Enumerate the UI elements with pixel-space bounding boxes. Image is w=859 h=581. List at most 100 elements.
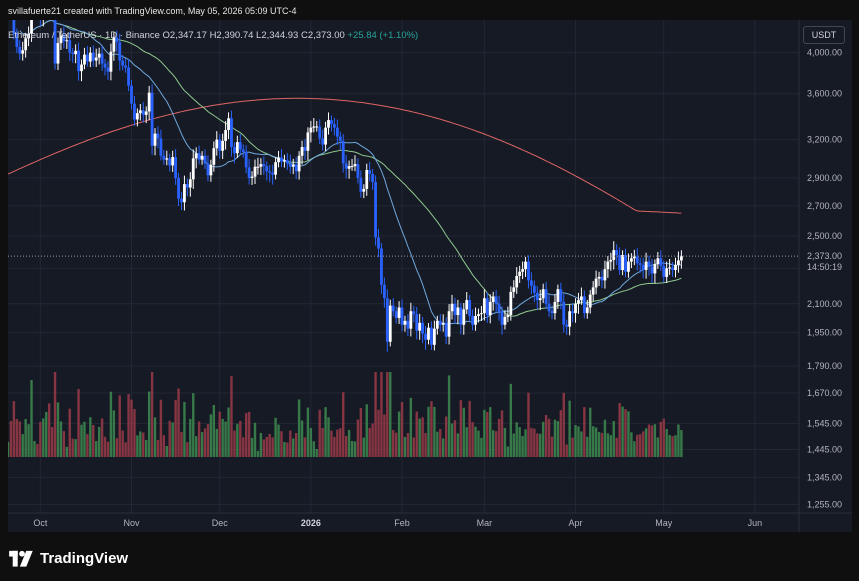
- y-tick-label: 1,790.00: [807, 361, 842, 371]
- candle-body: [77, 50, 80, 72]
- candle-body: [309, 127, 313, 133]
- candle-body: [547, 303, 551, 312]
- candle-body: [562, 301, 566, 325]
- candle-body: [197, 153, 201, 160]
- candle-body: [665, 268, 669, 277]
- candle-body: [641, 264, 645, 271]
- candle-body: [368, 170, 372, 174]
- candle-body: [453, 303, 457, 316]
- volume-bar: [618, 402, 621, 457]
- candle-body: [485, 298, 489, 316]
- candle-body: [80, 64, 83, 72]
- candle-body: [382, 284, 386, 299]
- candle-body: [321, 138, 325, 145]
- volume-bar: [53, 372, 57, 457]
- volume-bar: [286, 442, 289, 457]
- candle-body: [406, 320, 410, 329]
- candle-body: [71, 52, 75, 55]
- candle-body: [162, 155, 166, 160]
- x-tick-label: Jun: [748, 518, 763, 528]
- volume-bar: [653, 424, 657, 457]
- volume-bar: [124, 442, 127, 457]
- candle-body: [332, 124, 336, 128]
- candle-body: [494, 296, 498, 304]
- volume-bar: [109, 391, 113, 457]
- candle-body: [677, 260, 680, 265]
- candle-body: [285, 160, 289, 164]
- x-tick-label: May: [655, 518, 673, 528]
- volume-bar: [503, 427, 507, 457]
- volume-bar: [100, 418, 104, 457]
- volume-bar: [42, 418, 45, 457]
- candle-body: [621, 255, 624, 271]
- volume-bar: [583, 407, 586, 457]
- volume-bar: [577, 426, 580, 457]
- volume-bar: [424, 433, 427, 457]
- candle-body: [503, 316, 507, 325]
- candle-body: [535, 292, 539, 301]
- volume-bar: [471, 422, 474, 457]
- volume-bar: [633, 441, 636, 457]
- symbol-label[interactable]: Ethereum / TetherUS · 1D · Binance: [8, 30, 160, 41]
- volume-bar: [541, 421, 545, 457]
- candle-body: [27, 33, 30, 39]
- candle-body: [344, 163, 348, 169]
- volume-bar: [380, 372, 383, 457]
- candle-body: [165, 158, 169, 160]
- volume-bar: [486, 411, 489, 457]
- volume-bar: [8, 441, 10, 457]
- volume-bar: [468, 400, 471, 457]
- candle-body: [662, 265, 666, 277]
- candle-body: [318, 126, 322, 139]
- candle-body: [274, 162, 277, 175]
- candle-body: [444, 322, 448, 337]
- volume-bar: [362, 437, 366, 457]
- chart-legend: Ethereum / TetherUS · 1D · Binance O2,34…: [8, 30, 418, 41]
- candle-body: [650, 266, 654, 274]
- price-chart[interactable]: 4,000.00 3,600.00 3,200.00 2,900.00 2,700.00…: [8, 20, 852, 532]
- tradingview-logo-icon[interactable]: [8, 548, 36, 568]
- volume-bar: [556, 421, 560, 457]
- candle-body: [491, 296, 495, 302]
- volume-bar: [89, 417, 92, 457]
- candle-body: [235, 142, 239, 154]
- candle-body: [477, 314, 480, 317]
- candle-body: [565, 324, 569, 327]
- volume-bar: [512, 433, 515, 457]
- volume-bar: [183, 402, 186, 457]
- volume-bar: [650, 425, 654, 457]
- volume-bar: [365, 404, 368, 457]
- candle-body: [524, 261, 527, 270]
- change-value: +25.84 (+1.10%): [347, 30, 419, 41]
- candle-body: [544, 289, 548, 304]
- volume-bar: [271, 437, 274, 457]
- candle-body: [74, 50, 78, 55]
- candle-body: [91, 52, 95, 61]
- candle-body: [127, 67, 130, 86]
- candle-body: [377, 237, 380, 249]
- volume-bar: [586, 436, 589, 457]
- candle-body: [679, 256, 683, 261]
- volume-bar: [342, 392, 345, 457]
- candle-body: [600, 276, 604, 281]
- y-tick-label: 2,500.00: [807, 231, 842, 241]
- volume-bar: [336, 429, 339, 457]
- volume-bar: [203, 428, 207, 457]
- candle-body: [606, 261, 610, 270]
- volume-bar: [180, 431, 183, 457]
- volume-bar: [303, 437, 307, 457]
- footer: TradingView: [8, 545, 128, 571]
- volume-bar: [212, 405, 216, 457]
- tradingview-brand[interactable]: TradingView: [40, 549, 129, 567]
- currency-button[interactable]: USDT: [803, 26, 845, 44]
- volume-bar: [309, 427, 313, 457]
- volume-bar: [289, 430, 292, 457]
- volume-bar: [9, 421, 13, 457]
- candle-body: [253, 166, 257, 177]
- volume-bar: [356, 419, 360, 457]
- volume-bar: [671, 436, 674, 457]
- volume-bar: [130, 399, 133, 457]
- candle-body: [388, 305, 392, 342]
- candle-body: [612, 250, 616, 260]
- volume-bar: [224, 421, 227, 457]
